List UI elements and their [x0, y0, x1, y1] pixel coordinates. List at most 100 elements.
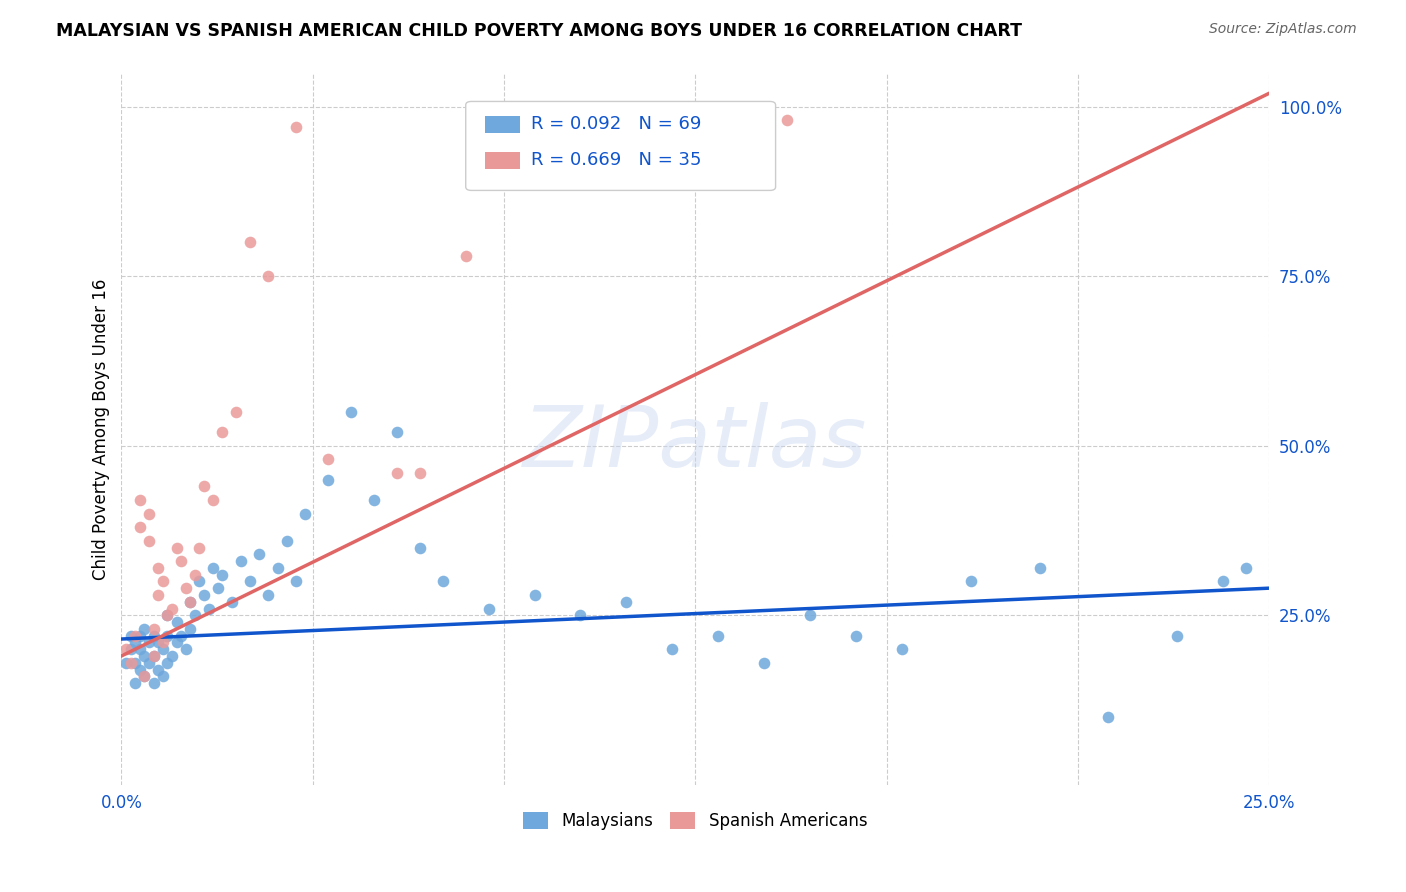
Point — [174, 642, 197, 657]
FancyBboxPatch shape — [465, 102, 776, 190]
Point — [1028, 561, 1050, 575]
Bar — [485, 152, 520, 169]
Point — [120, 656, 142, 670]
Point — [454, 249, 477, 263]
Point — [385, 466, 408, 480]
Point — [707, 127, 730, 141]
Point — [890, 642, 912, 657]
Point — [221, 595, 243, 609]
Point — [160, 648, 183, 663]
Point — [142, 676, 165, 690]
Point — [266, 561, 288, 575]
Point — [207, 581, 229, 595]
Point — [845, 629, 868, 643]
Point — [170, 629, 193, 643]
Point — [166, 541, 188, 555]
Point — [316, 452, 339, 467]
Point — [124, 635, 146, 649]
Point — [170, 554, 193, 568]
Point — [124, 676, 146, 690]
Point — [569, 608, 592, 623]
Point — [138, 656, 160, 670]
Text: R = 0.669   N = 35: R = 0.669 N = 35 — [531, 151, 702, 169]
Point — [616, 595, 638, 609]
Point — [340, 405, 363, 419]
Point — [138, 635, 160, 649]
Point — [152, 642, 174, 657]
Point — [294, 507, 316, 521]
Point — [225, 405, 247, 419]
Point — [174, 581, 197, 595]
Point — [661, 642, 683, 657]
Point — [202, 493, 225, 508]
Point — [156, 656, 179, 670]
Point — [134, 669, 156, 683]
Bar — [485, 116, 520, 134]
Point — [124, 629, 146, 643]
Point — [166, 635, 188, 649]
Point — [193, 479, 215, 493]
Point — [202, 561, 225, 575]
Point — [115, 642, 138, 657]
Point — [211, 567, 233, 582]
Point — [432, 574, 454, 589]
Point — [257, 588, 280, 602]
Point — [142, 622, 165, 636]
Point — [1212, 574, 1234, 589]
Point — [142, 629, 165, 643]
Point — [146, 635, 169, 649]
Point — [179, 622, 201, 636]
Point — [128, 493, 150, 508]
Point — [138, 533, 160, 548]
Point — [156, 608, 179, 623]
Point — [284, 574, 307, 589]
Point — [184, 567, 207, 582]
Point — [160, 601, 183, 615]
Point — [152, 635, 174, 649]
Point — [179, 595, 201, 609]
Point — [523, 588, 546, 602]
Point — [239, 574, 262, 589]
Point — [707, 629, 730, 643]
Point — [211, 425, 233, 440]
Point — [247, 547, 270, 561]
Point — [284, 120, 307, 135]
Point — [146, 588, 169, 602]
Point — [239, 235, 262, 250]
Point — [179, 595, 201, 609]
Point — [134, 622, 156, 636]
Point — [156, 608, 179, 623]
Point — [152, 574, 174, 589]
Point — [156, 629, 179, 643]
Point — [193, 588, 215, 602]
Point — [409, 541, 432, 555]
Point — [166, 615, 188, 629]
Point — [257, 269, 280, 284]
Text: ZIPatlas: ZIPatlas — [523, 401, 868, 484]
Point — [152, 669, 174, 683]
Point — [142, 648, 165, 663]
Point — [128, 629, 150, 643]
Point — [363, 493, 385, 508]
Point — [146, 561, 169, 575]
Point — [120, 642, 142, 657]
Point — [128, 642, 150, 657]
Point — [120, 629, 142, 643]
Point — [409, 466, 432, 480]
Point — [1097, 710, 1119, 724]
Point — [752, 656, 775, 670]
Legend: Malaysians, Spanish Americans: Malaysians, Spanish Americans — [523, 812, 868, 830]
Text: Source: ZipAtlas.com: Source: ZipAtlas.com — [1209, 22, 1357, 37]
Y-axis label: Child Poverty Among Boys Under 16: Child Poverty Among Boys Under 16 — [93, 278, 110, 580]
Point — [385, 425, 408, 440]
Point — [188, 574, 211, 589]
Point — [134, 648, 156, 663]
Point — [128, 663, 150, 677]
Point — [229, 554, 252, 568]
Text: R = 0.092   N = 69: R = 0.092 N = 69 — [531, 115, 702, 133]
Point — [138, 507, 160, 521]
Point — [115, 656, 138, 670]
Text: MALAYSIAN VS SPANISH AMERICAN CHILD POVERTY AMONG BOYS UNDER 16 CORRELATION CHAR: MALAYSIAN VS SPANISH AMERICAN CHILD POVE… — [56, 22, 1022, 40]
Point — [776, 113, 799, 128]
Point — [128, 520, 150, 534]
